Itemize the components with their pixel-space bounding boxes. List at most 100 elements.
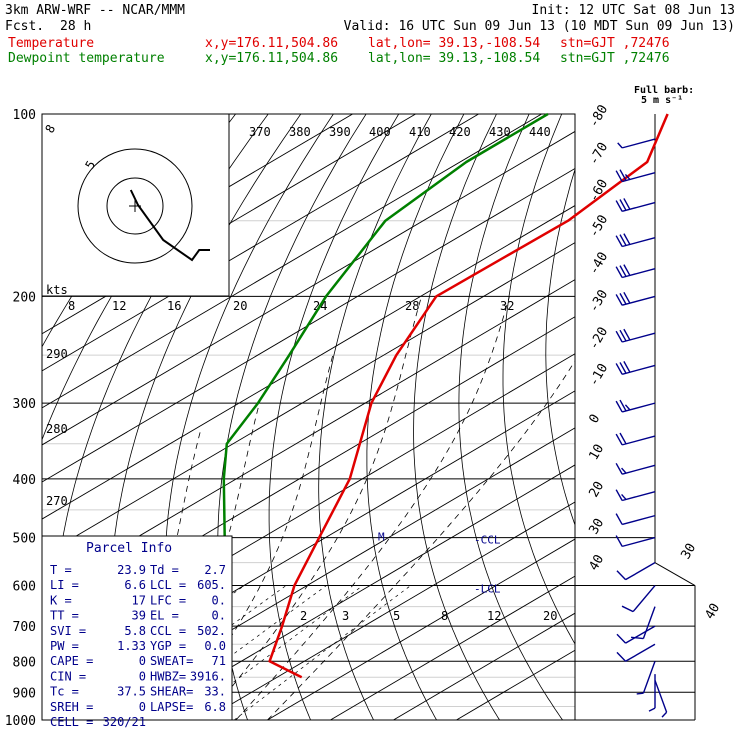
parcel-info-value: 6.8 [204, 700, 226, 714]
parcel-info-key: SVI = [50, 624, 86, 638]
parcel-info-key: LAPSE= [150, 700, 193, 714]
wind-barb [617, 138, 656, 149]
parcel-info-value: 23.9 [117, 563, 146, 577]
dry-adiabat [318, 114, 432, 720]
isotherm-label: 10 [586, 442, 607, 463]
wind-barb-staff [625, 643, 656, 662]
wind-barb [615, 513, 656, 526]
parcel-info-value: 0.0 [204, 639, 226, 653]
wind-barb-staff [621, 536, 656, 548]
parcel-info-value: 0 [139, 654, 146, 668]
parcel-marker-label: -CCL [474, 534, 501, 547]
wind-barb-flag [619, 199, 627, 211]
dry-adiabat [413, 114, 500, 720]
mixing-ratio-label: 8 [441, 609, 448, 623]
legend-temperature-xy: x,y=176.11,504.86 [205, 36, 339, 51]
wind-barb-flag [661, 711, 668, 718]
isotherm-line [42, 205, 575, 520]
isobar-label: 900 [13, 686, 36, 701]
wind-barb-flag [648, 707, 656, 712]
hodograph-trace [129, 189, 210, 262]
wind-barb-flag [623, 233, 631, 245]
theta-label: 380 [289, 125, 311, 139]
isotherm-label: 20 [586, 479, 607, 500]
parcel-info-value: 1.33 [117, 639, 146, 653]
wind-barb-staff [632, 585, 656, 613]
parcel-info-value: 71 [212, 654, 226, 668]
parcel-info-value: 33. [204, 685, 226, 699]
isotherm-line [330, 575, 575, 720]
isotherm-label: -30 [586, 287, 611, 315]
parcel-info-value: 320/21 [103, 715, 146, 729]
parcel-info-key: Td = [150, 563, 179, 577]
wind-barb-flag [621, 493, 627, 500]
parcel-info-value: 502. [197, 624, 226, 638]
wind-barb-flag [623, 361, 631, 373]
theta-label: 370 [249, 125, 271, 139]
isotherm-label: -40 [586, 250, 611, 278]
mixing-ratio-line [233, 585, 411, 720]
parcel-info-key: SWEAT= [150, 654, 193, 668]
wind-barb-flag [623, 198, 631, 210]
isotherm-label: 30 [586, 516, 607, 537]
wind-barb-flag [621, 467, 627, 474]
wind-barb-staff [621, 332, 656, 343]
wind-barb-flag [616, 633, 627, 644]
wind-barb [616, 625, 656, 644]
wind-barb-flag [624, 404, 631, 411]
parcel-info-value: 39 [132, 609, 146, 623]
isotherm-label: 40 [586, 552, 607, 573]
wind-barb-staff [654, 680, 668, 713]
wind-barb [615, 489, 656, 502]
wind-barb-flag [621, 605, 634, 613]
parcel-info-box [41, 535, 233, 721]
wind-barb-staff [621, 491, 656, 502]
mixing-ratio-label: 28 [405, 299, 419, 313]
wind-barb-flag [619, 362, 627, 374]
theta-label: 410 [409, 125, 431, 139]
isobar-label: 1000 [5, 714, 36, 729]
wind-barb-flag [619, 329, 627, 342]
wind-barb [615, 169, 656, 183]
wind-barb-staff [621, 172, 656, 183]
isotherm-line [42, 279, 575, 594]
barb-axis-line [654, 562, 696, 586]
theta-e-label: 270 [46, 494, 68, 508]
mixing-ratio-label: 20 [233, 299, 247, 313]
wind-barb-staff [621, 237, 656, 248]
moist-adiabat [235, 296, 510, 720]
mixing-ratio-label: 32 [500, 299, 514, 313]
parcel-info-key: CELL = [50, 715, 93, 729]
wind-barb-flag [615, 489, 623, 501]
dry-adiabat [268, 114, 400, 720]
wind-barb-flag [619, 169, 627, 181]
parcel-marker-label: M [378, 531, 385, 544]
dry-adiabat [545, 168, 575, 527]
wind-barb-flag [615, 433, 623, 446]
wind-barb [615, 198, 656, 213]
wind-barb [616, 562, 656, 581]
valid-time: Valid: 16 UTC Sun 09 Jun 13 (10 MDT Sun … [343, 19, 735, 34]
wind-barb-staff [621, 364, 656, 375]
hodograph-ring [106, 177, 164, 235]
legend-temperature-stn: stn=GJT ,72476 [560, 36, 670, 51]
wind-barb-staff [642, 606, 656, 639]
isotherm-label: 0 [586, 412, 603, 426]
parcel-info-key: CIN = [50, 669, 86, 683]
parcel-info-key: LCL = [150, 578, 186, 592]
wind-barb [648, 674, 656, 712]
wind-barb-flag [616, 570, 627, 581]
isobar-label: 100 [13, 108, 36, 123]
parcel-info-key: EL = [150, 609, 179, 623]
moist-adiabat [267, 359, 575, 720]
wind-barb-staff [621, 402, 656, 413]
wind-barb-flag [615, 235, 623, 247]
wind-barb-staff [625, 562, 656, 581]
isotherm-line [42, 167, 575, 483]
wind-barb [615, 361, 656, 375]
wind-barb [615, 291, 656, 306]
isobar-label: 200 [13, 290, 36, 305]
wind-barb-staff [621, 295, 656, 306]
wind-barb-staff [625, 625, 656, 644]
wind-barb-flag [623, 264, 631, 276]
